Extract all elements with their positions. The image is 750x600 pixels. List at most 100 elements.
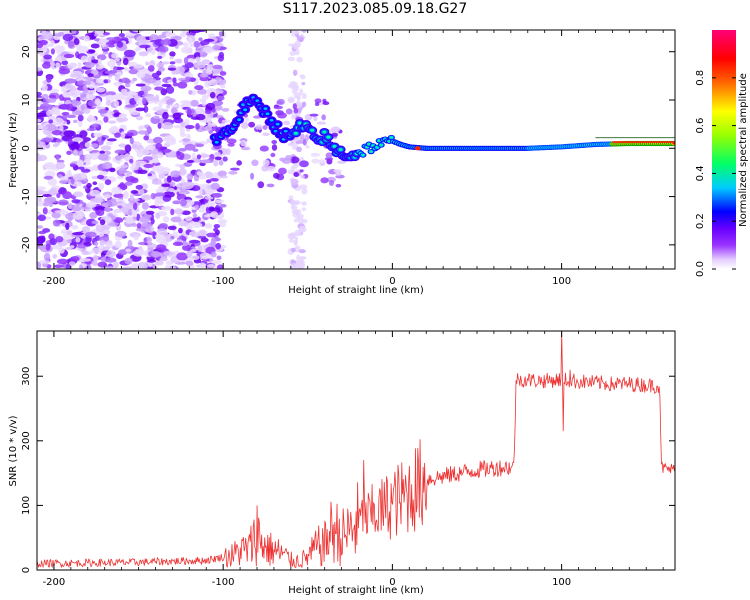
- noise-blob: [51, 130, 63, 136]
- noise-blob: [125, 82, 131, 88]
- scatter-blob: [328, 179, 335, 187]
- noise-blob: [161, 183, 171, 188]
- noise-blob: [99, 170, 109, 176]
- noise-blob: [136, 222, 142, 229]
- noise-blob: [113, 93, 124, 101]
- noise-blob: [127, 132, 134, 137]
- noise-blob: [157, 122, 162, 129]
- noise-blob: [161, 148, 172, 153]
- noise-blob: [161, 83, 172, 88]
- noise-blob: [96, 87, 106, 93]
- noise-blob: [82, 202, 87, 208]
- noise-blob: [166, 175, 172, 183]
- noise-blob: [113, 81, 123, 87]
- noise-blob: [48, 188, 58, 196]
- scatter-blob: [310, 152, 321, 157]
- noise-blob: [135, 184, 144, 190]
- noise-blob: [150, 218, 155, 225]
- noise-blob: [43, 253, 51, 262]
- scatter-blob: [335, 183, 342, 188]
- noise-blob: [109, 111, 115, 115]
- scatter-blob: [291, 179, 299, 186]
- noise-blob: [56, 192, 61, 198]
- noise-blob: [58, 68, 71, 75]
- scatter-blob: [230, 167, 240, 171]
- noise-blob: [37, 196, 42, 203]
- noise-blob: [206, 264, 216, 268]
- noise-blob: [185, 260, 194, 266]
- noise-blob: [96, 54, 107, 61]
- spectrogram-xtick-label: -200: [43, 276, 66, 287]
- noise-blob: [57, 199, 69, 206]
- noise-blob: [37, 67, 43, 72]
- noise-blob: [68, 261, 76, 266]
- scatter-blob: [293, 171, 299, 177]
- noise-blob: [200, 237, 209, 243]
- streak-blob: [301, 93, 307, 100]
- noise-blob: [37, 118, 42, 123]
- noise-blob: [143, 237, 148, 243]
- ridge-core: [269, 118, 274, 122]
- noise-blob: [146, 243, 158, 249]
- scatter-blob: [273, 172, 280, 179]
- noise-blob: [118, 143, 127, 148]
- noise-blob: [123, 67, 129, 72]
- noise-blob: [178, 219, 189, 227]
- noise-blob: [128, 69, 139, 75]
- noise-blob: [81, 226, 91, 233]
- noise-blob: [210, 182, 220, 190]
- noise-blob: [127, 239, 133, 248]
- noise-blob: [141, 202, 149, 210]
- noise-blob: [72, 231, 84, 236]
- noise-blob: [216, 255, 222, 261]
- streak-blob: [299, 256, 307, 260]
- streak-blob: [299, 157, 305, 162]
- noise-blob: [52, 117, 65, 126]
- noise-blob: [70, 142, 80, 151]
- noise-blob: [120, 88, 128, 96]
- noise-blob: [192, 212, 198, 219]
- noise-blob: [198, 37, 203, 42]
- noise-blob: [204, 125, 213, 131]
- noise-blob: [124, 181, 133, 186]
- noise-blob: [57, 31, 65, 36]
- noise-blob: [158, 172, 166, 179]
- noise-blob: [43, 175, 54, 180]
- noise-blob: [217, 95, 225, 101]
- noise-blob: [91, 247, 103, 254]
- noise-blob: [214, 199, 225, 204]
- noise-blob: [64, 78, 77, 84]
- noise-blob: [169, 61, 176, 65]
- noise-blob: [164, 264, 171, 269]
- noise-blob: [64, 83, 72, 89]
- noise-blob: [106, 266, 115, 269]
- noise-blob: [89, 211, 98, 219]
- noise-blob: [42, 202, 50, 207]
- ridge-core: [379, 144, 383, 147]
- ridge-core: [338, 148, 343, 151]
- noise-blob: [124, 78, 131, 84]
- noise-blob: [123, 135, 132, 139]
- noise-blob: [94, 206, 106, 211]
- noise-blob: [186, 250, 193, 258]
- noise-blob: [42, 125, 49, 130]
- noise-blob: [65, 222, 70, 231]
- ridge-core: [326, 135, 331, 139]
- noise-blob: [50, 48, 56, 55]
- spectrogram-ytick-label: 20: [21, 45, 32, 58]
- noise-blob: [72, 119, 78, 123]
- noise-blob: [55, 139, 63, 143]
- scatter-blob: [225, 148, 231, 156]
- ridge-core: [389, 136, 393, 139]
- noise-blob: [91, 260, 98, 266]
- colorbar-tick-label: 0.0: [695, 261, 706, 277]
- noise-blob: [184, 125, 195, 130]
- streak-blob: [292, 164, 298, 170]
- noise-blob: [191, 89, 197, 96]
- snr-ytick-label: 300: [21, 367, 32, 386]
- noise-blob: [199, 72, 209, 78]
- noise-blob: [155, 212, 161, 219]
- ridge-core: [237, 118, 242, 122]
- noise-blob: [88, 49, 96, 53]
- noise-blob: [150, 192, 156, 200]
